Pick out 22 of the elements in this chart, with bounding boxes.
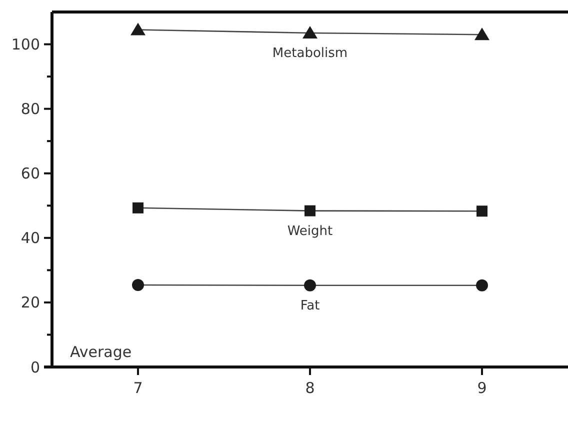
y-tick-label: 60 xyxy=(20,164,40,183)
annotation: Average xyxy=(70,343,132,361)
y-tick-label: 0 xyxy=(30,358,40,376)
point xyxy=(304,279,316,292)
point xyxy=(474,28,490,40)
y-tick-label: 100 xyxy=(11,36,40,54)
point xyxy=(132,202,144,214)
x-tick-label: 8 xyxy=(305,379,315,397)
x-tick-label: 9 xyxy=(477,379,487,397)
series-label: Metabolism xyxy=(272,46,348,61)
point xyxy=(302,26,318,38)
point xyxy=(132,279,144,292)
y-tick-label: 20 xyxy=(20,294,40,312)
point xyxy=(130,22,146,36)
y-tick-label: 80 xyxy=(20,100,40,118)
point xyxy=(476,206,488,217)
series-label: Fat xyxy=(300,298,320,314)
point xyxy=(304,205,316,216)
series-label: Weight xyxy=(287,224,333,239)
y-tick-label: 40 xyxy=(20,229,40,248)
point xyxy=(476,279,488,292)
x-tick-label: 7 xyxy=(133,379,143,397)
